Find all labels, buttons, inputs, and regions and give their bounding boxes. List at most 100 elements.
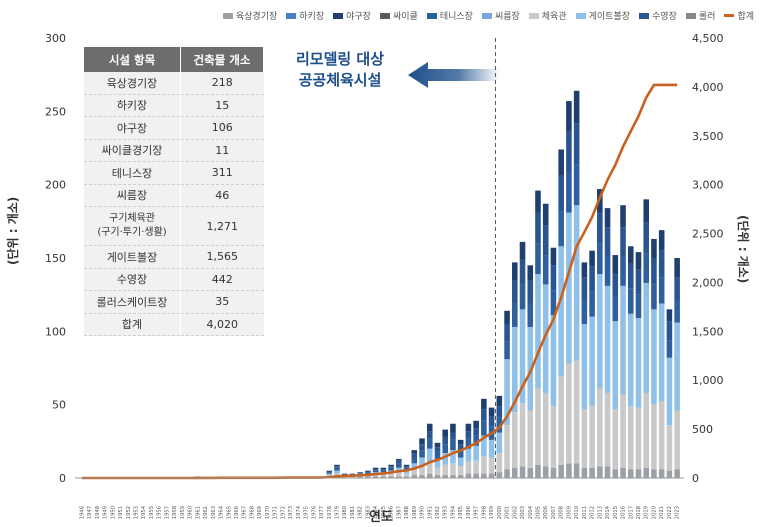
bar-segment: [481, 420, 487, 436]
bar-segment: [550, 315, 557, 407]
bar-segment: [581, 467, 588, 478]
table-row: 야구장 106: [84, 116, 264, 140]
bar-segment: [426, 473, 433, 478]
y-right-tick-label: 1,500: [692, 325, 724, 338]
x-tick-label: 2008: [559, 506, 565, 519]
bar-segment: [396, 458, 402, 461]
x-tick-label: 2017: [628, 506, 634, 519]
y-right-tick-label: 2,500: [692, 228, 724, 241]
bar-segment: [612, 255, 619, 275]
bar-segment: [589, 250, 595, 267]
x-tick-label: 1972: [280, 506, 286, 519]
table-header-facility: 시설 항목: [84, 47, 181, 72]
legend-swatch: [222, 12, 233, 19]
x-tick-label: 1967: [242, 506, 248, 519]
facility-count-cell: 1,565: [180, 245, 264, 269]
x-tick-label: 1990: [420, 506, 426, 519]
bar-segment: [550, 467, 557, 478]
bar-segment: [643, 467, 649, 478]
table-row: 롤러스케이트장 35: [84, 290, 264, 314]
bar-segment: [635, 252, 642, 270]
x-tick-label: 1980: [342, 506, 348, 519]
bar-segment: [535, 212, 541, 244]
x-tick-label: 2015: [613, 506, 619, 519]
bar-segment: [558, 376, 564, 465]
bar-segment: [550, 265, 557, 291]
bar-segment: [403, 473, 410, 477]
x-tick-label: 1957: [164, 506, 170, 519]
bar-segment: [380, 476, 387, 478]
x-tick-label: 2011: [582, 506, 588, 519]
bar-segment: [581, 324, 588, 410]
table-row: 씨름장 46: [84, 184, 264, 207]
bar-segment: [666, 425, 673, 471]
bar-segment: [604, 392, 611, 467]
bar-segment: [627, 263, 634, 289]
legend-item: 합계: [724, 9, 754, 22]
x-tick-label: 2001: [505, 506, 511, 519]
bar-segment: [473, 420, 479, 429]
x-tick-label: 2009: [566, 506, 572, 519]
bar-segment: [527, 265, 534, 280]
facility-count-cell: 35: [180, 290, 264, 314]
y-left-tick-label: 0: [59, 472, 66, 485]
bar-segment: [604, 256, 611, 286]
bar-segment: [473, 473, 479, 478]
bar-segment: [589, 266, 595, 292]
x-tick-label: 2002: [512, 506, 518, 519]
bar-segment: [674, 300, 680, 323]
bar-segment: [457, 457, 464, 467]
x-tick-label: 2004: [528, 505, 534, 519]
y-axis-right: 0 500 1,000 1,500 2,000 2,500 3,000 3,500 4,000 4…: [692, 32, 724, 485]
legend-swatch: [575, 12, 586, 19]
table-header-row: 시설 항목 건축물 개소: [84, 47, 264, 72]
bar-segment: [481, 473, 487, 478]
bar-segment: [450, 463, 456, 476]
legend-swatch: [639, 12, 650, 19]
bar-segment: [334, 464, 340, 467]
legend-item: 게이트볼장: [575, 9, 631, 22]
legend-swatch: [685, 12, 696, 19]
bar-segment: [481, 435, 487, 456]
facility-count-cell: 46: [180, 184, 264, 207]
legend-swatch: [286, 12, 297, 19]
facility-count-cell: 311: [180, 161, 264, 185]
table-header-count: 건축물 개소: [180, 47, 264, 72]
x-tick-label: 1952: [126, 506, 132, 519]
bar-segment: [450, 439, 456, 451]
legend-item: 체육관: [528, 9, 567, 22]
facility-name-cell: 육상경기장: [84, 72, 181, 95]
bar-segment: [604, 227, 611, 257]
bar-segment: [597, 388, 603, 467]
bar-segment: [627, 246, 634, 264]
bar-segment: [457, 444, 464, 451]
stacked-bars: [195, 90, 680, 478]
y-left-tick-label: 150: [45, 252, 66, 265]
bar-segment: [597, 274, 603, 389]
legend-item: 수영장: [639, 9, 677, 22]
bar-segment: [604, 285, 611, 393]
bar-segment: [488, 473, 495, 478]
x-tick-label: 1988: [404, 506, 410, 519]
bar-segment: [465, 473, 472, 478]
x-tick-label: 2021: [659, 506, 665, 519]
x-tick-label: 1987: [396, 506, 402, 519]
x-tick-label: 1975: [304, 506, 310, 519]
bar-segment: [527, 467, 534, 478]
facility-count-cell: 4,020: [180, 313, 264, 336]
y-right-tick-label: 2,000: [692, 276, 724, 289]
x-tick-label: 1986: [389, 506, 395, 519]
legend-item: 테니스장: [426, 9, 473, 22]
facility-name-cell: 구기체육관 (구기·투기·생활): [84, 206, 181, 246]
bar-segment: [403, 476, 410, 478]
x-tick-label: 1971: [273, 506, 279, 519]
bar-segment: [620, 467, 626, 478]
legend-label: 합계: [737, 12, 754, 22]
bar-segment: [465, 448, 472, 462]
legend-label: 게이트볼장: [588, 12, 631, 22]
bar-segment: [635, 269, 642, 295]
x-tick-label: 1976: [311, 506, 317, 519]
facility-name-cell: 합계: [84, 313, 181, 336]
bar-segment: [372, 476, 379, 478]
bar-segment: [581, 277, 588, 301]
